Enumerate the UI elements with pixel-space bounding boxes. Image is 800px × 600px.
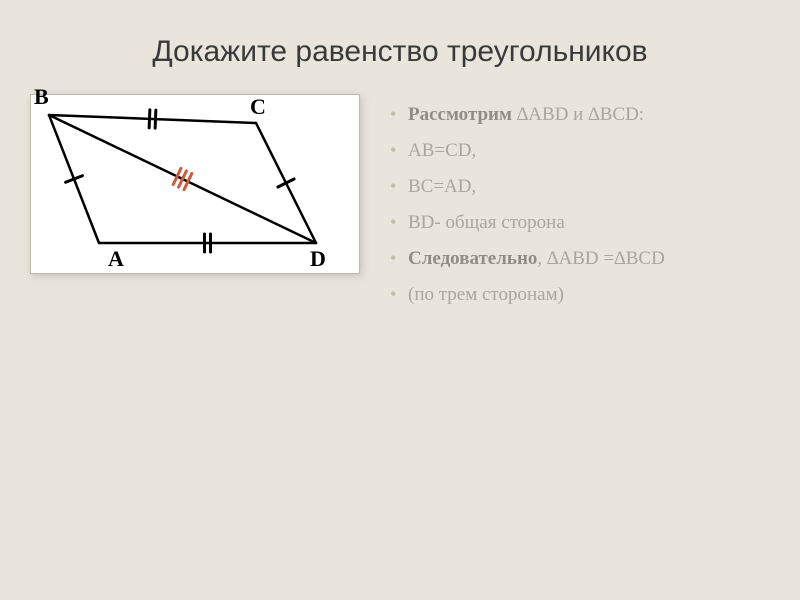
vertex-label-C: C xyxy=(250,94,266,120)
proof-line-1-rest: ∆ABD и ∆BCD: xyxy=(512,104,644,125)
proof-list: Рассмотрим ∆ABD и ∆BCD: AB=CD, BC=AD, BD… xyxy=(390,97,770,314)
proof-area: Рассмотрим ∆ABD и ∆BCD: AB=CD, BC=AD, BD… xyxy=(370,89,770,314)
page-title: Докажите равенство треугольников xyxy=(0,0,800,89)
content-row: Рассмотрим ∆ABD и ∆BCD: AB=CD, BC=AD, BD… xyxy=(0,89,800,314)
proof-line-5: Следовательно, ∆ABD =∆BCD xyxy=(390,241,770,277)
proof-line-1-bold: Рассмотрим xyxy=(408,104,512,125)
proof-line-6: (по трем сторонам) xyxy=(390,277,770,313)
proof-line-2: AB=CD, xyxy=(390,133,770,169)
proof-line-5-rest: , ∆ABD =∆BCD xyxy=(537,248,664,269)
proof-line-4: BD- общая сторона xyxy=(390,205,770,241)
vertex-label-A: A xyxy=(108,246,124,272)
vertex-label-D: D xyxy=(310,246,326,272)
vertex-label-B: B xyxy=(34,84,49,110)
proof-line-1: Рассмотрим ∆ABD и ∆BCD: xyxy=(390,97,770,133)
diagram-area xyxy=(30,89,370,314)
proof-line-3: BC=AD, xyxy=(390,169,770,205)
proof-line-5-bold: Следовательно xyxy=(408,248,537,269)
